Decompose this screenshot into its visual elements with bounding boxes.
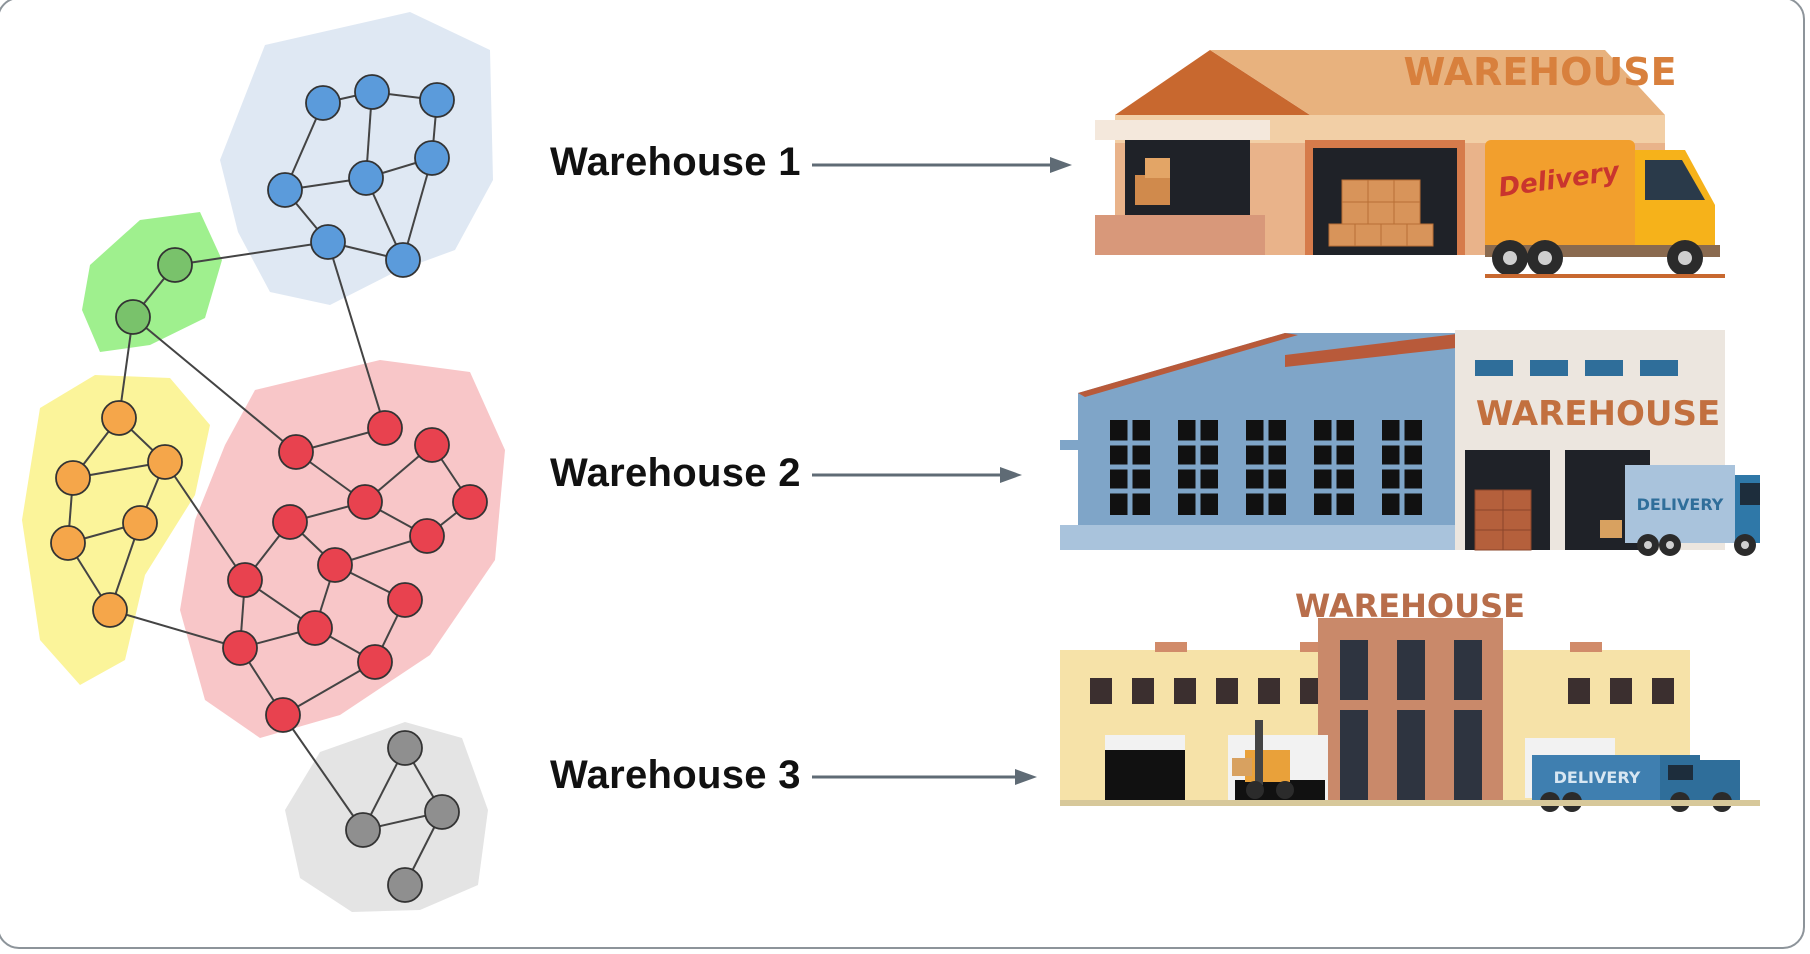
graph-node-red: [227, 562, 263, 598]
graph-node-yellow: [50, 525, 86, 561]
graph-node-blue: [267, 172, 303, 208]
graph-node-red: [222, 630, 258, 666]
graph-node-red: [265, 697, 301, 733]
graph-node-red: [272, 504, 308, 540]
graph-node-blue: [385, 242, 421, 278]
graph-edge: [282, 714, 364, 831]
arrow-2: [812, 467, 1022, 483]
graph-node-gray: [424, 794, 460, 830]
graph-node-red: [452, 484, 488, 520]
graph-node-red: [347, 484, 383, 520]
graph-edge: [174, 241, 329, 266]
graph-edge: [327, 241, 386, 429]
graph-node-red: [297, 610, 333, 646]
graph-node-red: [357, 644, 393, 680]
network-graph: [22, 12, 505, 912]
graph-node-yellow: [92, 592, 128, 628]
warehouse-1-illustration: WAREHOUSE Delivery: [1095, 50, 1725, 278]
graph-node-green: [115, 299, 151, 335]
graph-node-red: [414, 427, 450, 463]
graph-edge: [164, 461, 246, 581]
graph-node-red: [387, 582, 423, 618]
graph-node-blue: [354, 74, 390, 110]
graph-node-red: [409, 518, 445, 554]
graph-node-blue: [414, 140, 450, 176]
graph-node-blue: [419, 82, 455, 118]
warehouse-2-label: Warehouse 2: [550, 450, 801, 495]
warehouse-3-label: Warehouse 3: [550, 752, 801, 797]
warehouse-2-sign: WAREHOUSE: [1476, 394, 1720, 434]
graph-node-yellow: [147, 444, 183, 480]
graph-node-gray: [387, 730, 423, 766]
warehouse-2-truck-text: DELIVERY: [1637, 495, 1724, 514]
warehouse-3-illustration: WAREHOUSE DELIVERY: [1060, 590, 1760, 812]
graph-node-gray: [387, 867, 423, 903]
graph-node-yellow: [55, 460, 91, 496]
warehouse-3-row: Warehouse 3: [550, 745, 801, 805]
warehouse-1-sign: WAREHOUSE: [1403, 50, 1676, 94]
warehouse-1-label: Warehouse 1: [550, 139, 801, 184]
arrow-1: [812, 157, 1072, 173]
cluster-gray-region: [285, 722, 488, 912]
graph-node-gray: [345, 812, 381, 848]
graph-node-red: [278, 434, 314, 470]
graph-edge: [109, 609, 241, 649]
warehouse-3-sign: WAREHOUSE: [1295, 590, 1525, 625]
graph-node-red: [317, 547, 353, 583]
graph-node-yellow: [122, 505, 158, 541]
graph-nodes: [50, 74, 488, 903]
graph-node-red: [367, 410, 403, 446]
graph-node-green: [157, 247, 193, 283]
cluster-green-region: [82, 212, 222, 352]
graph-node-blue: [348, 160, 384, 196]
cluster-blue-region: [220, 12, 493, 305]
warehouse-3-truck-text: DELIVERY: [1554, 768, 1641, 787]
graph-node-blue: [305, 85, 341, 121]
warehouse-2-illustration: WAREHOUSE DELIVERY: [1060, 330, 1760, 556]
graph-node-blue: [310, 224, 346, 260]
graph-edge: [132, 316, 297, 453]
warehouse-1-row: Warehouse 1: [550, 132, 801, 192]
warehouse-2-row: Warehouse 2: [550, 443, 801, 503]
graph-node-yellow: [101, 400, 137, 436]
arrow-3: [812, 769, 1037, 785]
